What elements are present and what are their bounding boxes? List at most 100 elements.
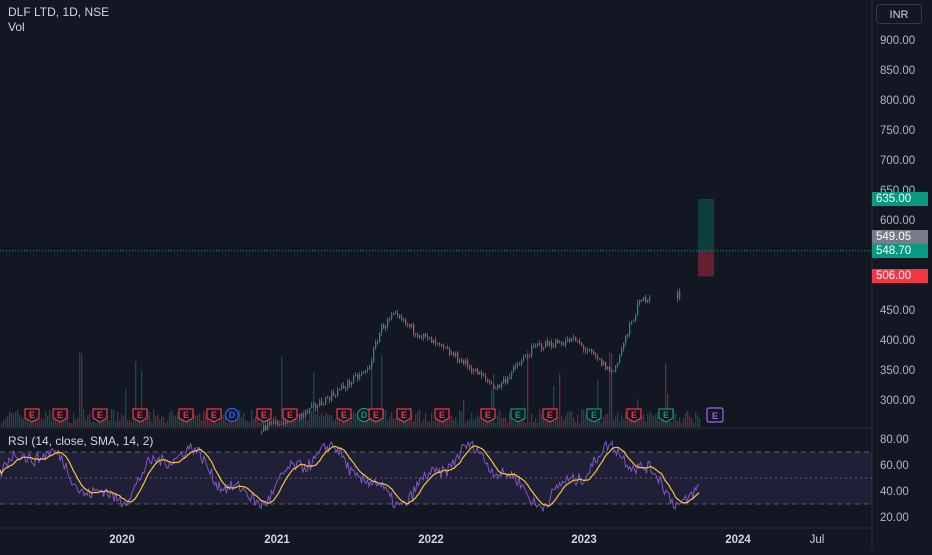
volume-bar xyxy=(87,415,89,427)
candle-body xyxy=(265,425,267,431)
candle-body xyxy=(575,336,577,342)
symbol-legend[interactable]: DLF LTD, 1D, NSE xyxy=(8,5,110,19)
volume-bar xyxy=(335,418,337,427)
volume-bar xyxy=(205,413,207,427)
volume-bar xyxy=(199,413,201,427)
candle-body xyxy=(337,389,339,396)
earnings-marker xyxy=(510,408,526,423)
volume-bar xyxy=(691,418,693,427)
volume-bar xyxy=(157,414,159,427)
event-marker-label: E xyxy=(183,410,189,420)
volume-bar xyxy=(525,422,527,427)
volume-bar xyxy=(501,417,503,427)
earnings-marker xyxy=(178,408,194,423)
volume-bar xyxy=(265,417,267,427)
candle-body xyxy=(501,382,503,387)
volume-bar xyxy=(19,414,21,427)
time-axis-label: 2023 xyxy=(571,534,597,546)
candle-body xyxy=(585,349,587,351)
volume-bar xyxy=(391,412,393,427)
time-axis-label: Jul xyxy=(810,534,825,546)
candle-body xyxy=(677,292,679,299)
volume-bar xyxy=(475,417,477,427)
volume-bar xyxy=(293,419,295,427)
candle-body xyxy=(471,367,473,372)
volume-bar xyxy=(321,412,323,427)
volume-bar xyxy=(609,352,611,427)
volume-bar xyxy=(375,422,377,427)
candle-body xyxy=(499,385,501,387)
candle-body xyxy=(541,343,543,349)
candle-body xyxy=(643,297,645,301)
volume-bar xyxy=(687,410,689,427)
volume-bar xyxy=(385,409,387,427)
event-marker-label: E xyxy=(287,410,293,420)
volume-bar xyxy=(517,420,519,427)
position-profit-zone xyxy=(698,199,714,251)
volume-bar xyxy=(555,413,557,427)
volume-bar xyxy=(593,422,595,427)
candle-body xyxy=(427,336,429,338)
candle-body xyxy=(455,352,457,357)
price-axis-tick: 600.00 xyxy=(880,215,915,227)
volume-bar xyxy=(623,419,625,427)
volume-bar xyxy=(195,415,197,427)
volume-bar xyxy=(71,422,73,427)
candle-body xyxy=(497,385,499,389)
candle-body xyxy=(521,360,523,365)
volume-bar xyxy=(661,417,663,427)
volume-bar xyxy=(259,422,261,427)
volume-bar xyxy=(167,419,169,427)
volume-bar xyxy=(145,413,147,427)
volume-bar xyxy=(307,420,309,427)
volume-bar xyxy=(143,420,145,427)
volume-bar xyxy=(227,422,229,427)
candle-body xyxy=(453,352,455,357)
volume-bar xyxy=(343,421,345,427)
candle-body xyxy=(399,314,401,318)
rsi-legend[interactable]: RSI (14, close, SMA, 14, 2) xyxy=(8,434,154,448)
candle-body xyxy=(413,324,415,334)
candle-body xyxy=(481,372,483,376)
candle-body xyxy=(353,375,355,383)
candle-body xyxy=(407,323,409,325)
event-marker-label: E xyxy=(341,410,347,420)
candle-body xyxy=(607,366,609,370)
candle-body xyxy=(637,303,639,316)
candle-body xyxy=(569,339,571,342)
candle-body xyxy=(629,324,631,335)
candle-body xyxy=(339,388,341,390)
volume-bar xyxy=(325,412,327,427)
volume-bar xyxy=(535,417,537,427)
volume-bar xyxy=(603,416,605,427)
volume-legend[interactable]: Vol xyxy=(8,20,25,34)
volume-bar xyxy=(537,422,539,427)
candle-body xyxy=(263,425,265,432)
volume-bar xyxy=(295,418,297,427)
volume-bar xyxy=(599,414,601,427)
volume-bar xyxy=(35,418,37,427)
currency-button[interactable]: INR xyxy=(876,4,922,24)
candle-body xyxy=(273,421,275,424)
candle-body xyxy=(285,421,287,424)
candle-body xyxy=(463,359,465,364)
candle-body xyxy=(631,321,633,325)
candle-body xyxy=(529,356,531,358)
volume-bar xyxy=(613,419,615,427)
candle-body xyxy=(589,349,591,352)
volume-bar xyxy=(349,420,351,427)
volume-bar xyxy=(161,416,163,427)
volume-bar xyxy=(505,417,507,427)
volume-bar xyxy=(347,419,349,427)
volume-bar xyxy=(355,413,357,427)
price-axis-tick: 300.00 xyxy=(880,395,915,407)
candle-body xyxy=(371,360,373,367)
event-marker-label: D xyxy=(229,410,236,420)
volume-bar xyxy=(255,416,257,427)
volume-bar xyxy=(209,421,211,427)
volume-bar xyxy=(75,419,77,427)
candle-body xyxy=(535,344,537,346)
volume-bar xyxy=(509,411,511,427)
